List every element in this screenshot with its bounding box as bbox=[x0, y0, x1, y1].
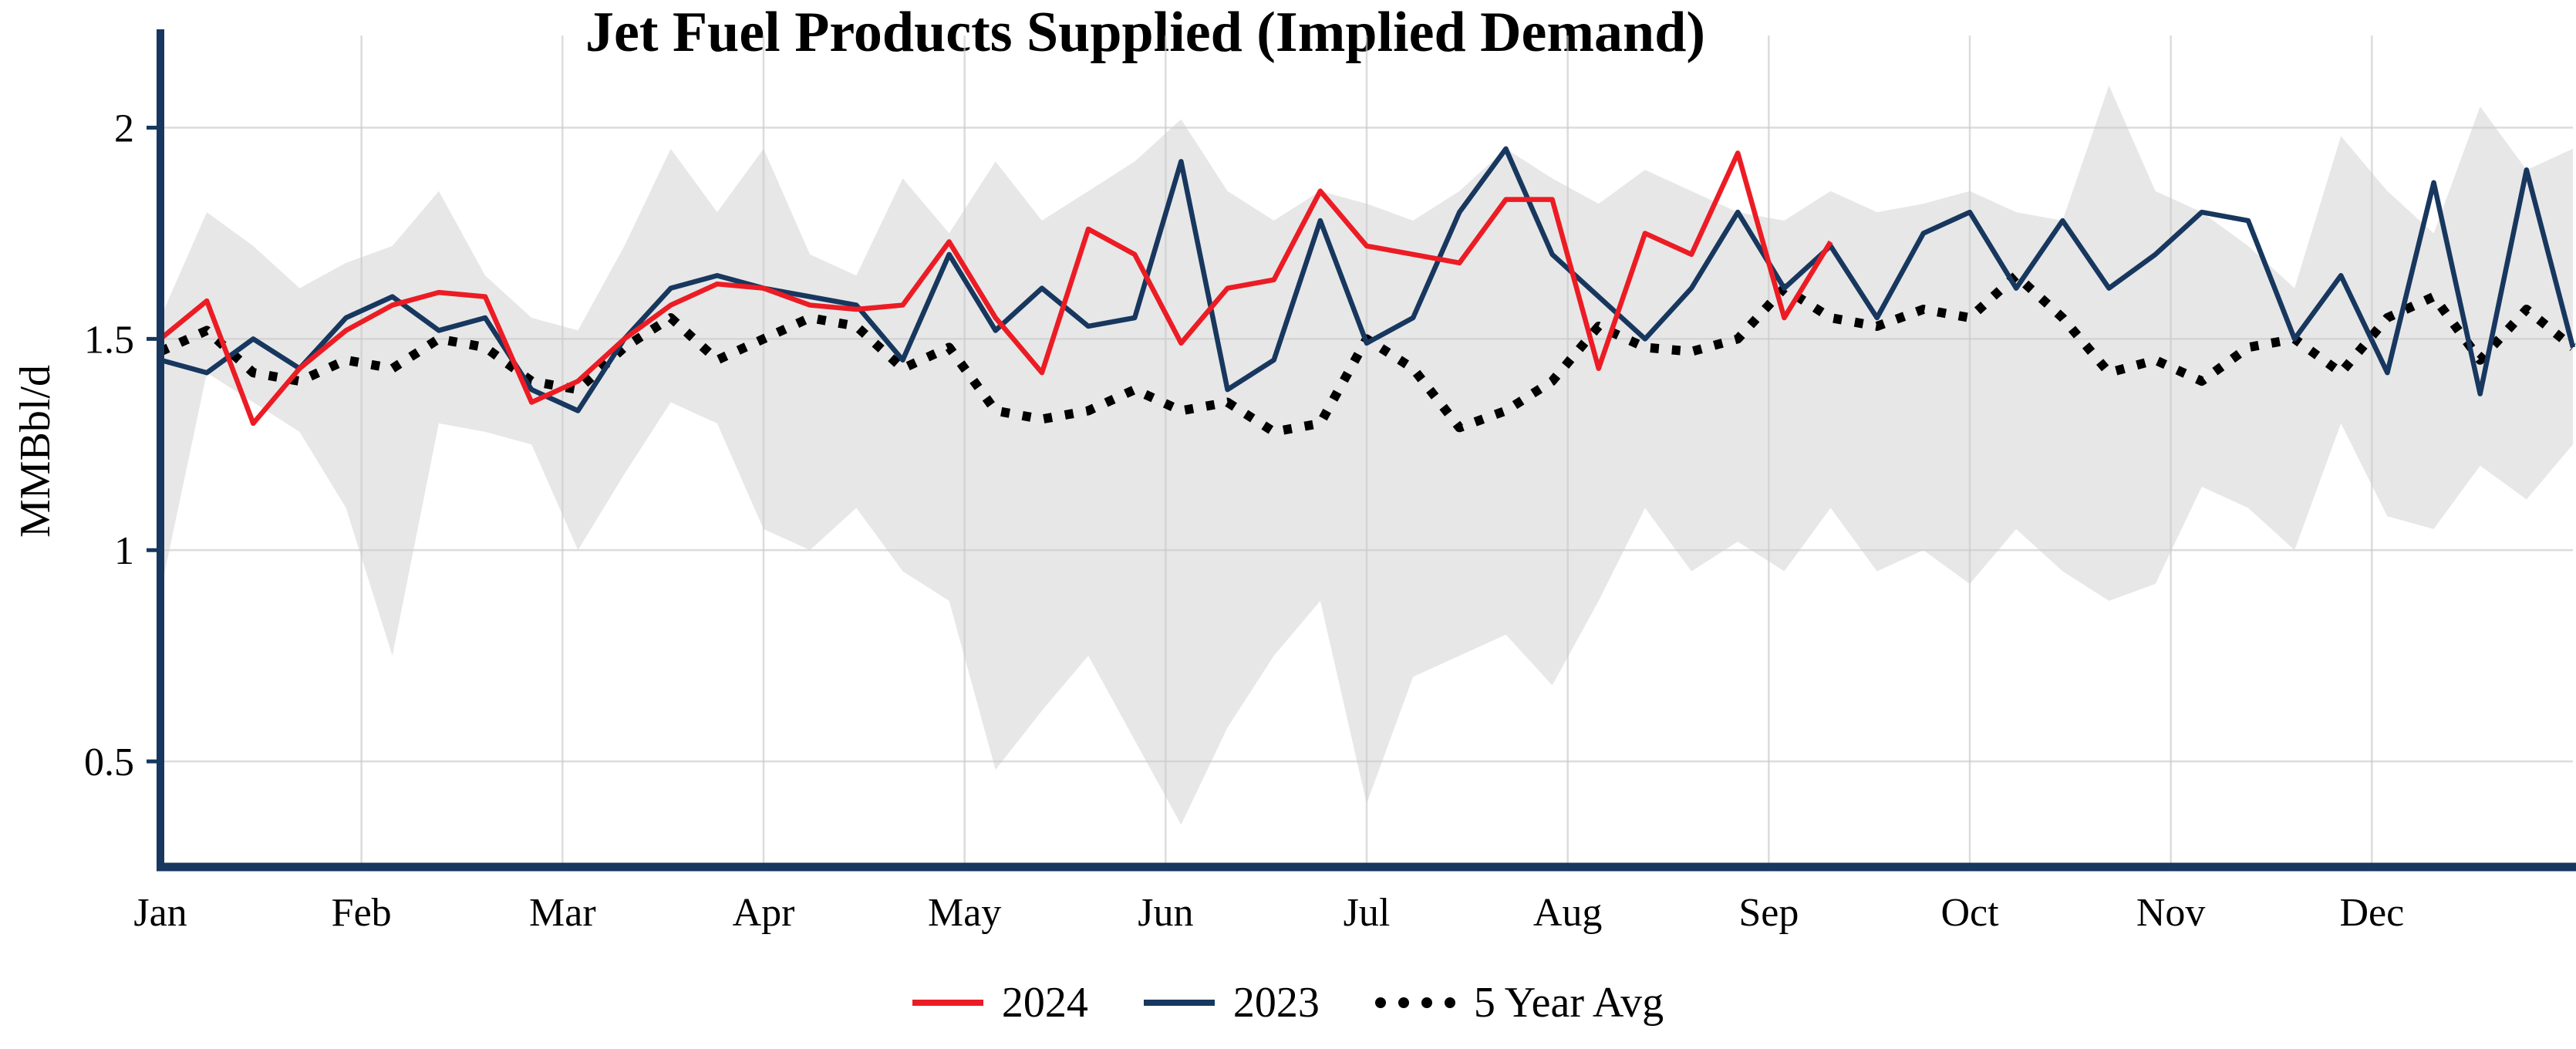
legend-label-2023: 2023 bbox=[1232, 979, 1320, 1027]
legend-label-2024: 2024 bbox=[1001, 979, 1088, 1027]
y-tick-label: 2 bbox=[114, 107, 134, 151]
x-tick-label-nov: Nov bbox=[2136, 891, 2206, 935]
y-tick-label: 0.5 bbox=[84, 740, 134, 784]
x-tick-label-jan: Jan bbox=[133, 891, 187, 935]
x-tick-label-sep: Sep bbox=[1738, 891, 1799, 935]
x-tick-label-aug: Aug bbox=[1533, 891, 1603, 935]
legend-item-2024: 2024 bbox=[912, 978, 1088, 1027]
x-tick-label-feb: Feb bbox=[332, 891, 392, 935]
legend-label-5yr-avg: 5 Year Avg bbox=[1473, 979, 1664, 1027]
legend-line-2024-icon bbox=[912, 1000, 983, 1006]
x-tick-label-apr: Apr bbox=[733, 891, 795, 935]
series-line-2024 bbox=[158, 150, 1833, 427]
x-tick-label-jul: Jul bbox=[1344, 891, 1391, 935]
legend-item-5yr-avg: 5 Year Avg bbox=[1374, 978, 1664, 1027]
y-tick-label: 1 bbox=[114, 529, 134, 573]
chart-title: Jet Fuel Products Supplied (Implied Dema… bbox=[585, 1, 1706, 64]
series-line-2023 bbox=[160, 146, 2576, 413]
x-tick-label-may: May bbox=[928, 891, 1001, 935]
legend-line-2023-icon bbox=[1143, 1000, 1215, 1006]
x-tick-label-oct: Oct bbox=[1940, 891, 1999, 935]
x-tick-label-mar: Mar bbox=[529, 891, 596, 935]
legend-line-5yr-avg-icon bbox=[1374, 997, 1455, 1008]
legend-item-2023: 2023 bbox=[1143, 978, 1320, 1027]
y-tick-label: 1.5 bbox=[84, 318, 134, 362]
legend: 2024 2023 5 Year Avg bbox=[0, 978, 2576, 1027]
x-tick-label-jun: Jun bbox=[1138, 891, 1193, 935]
x-tick-label-dec: Dec bbox=[2339, 891, 2404, 935]
